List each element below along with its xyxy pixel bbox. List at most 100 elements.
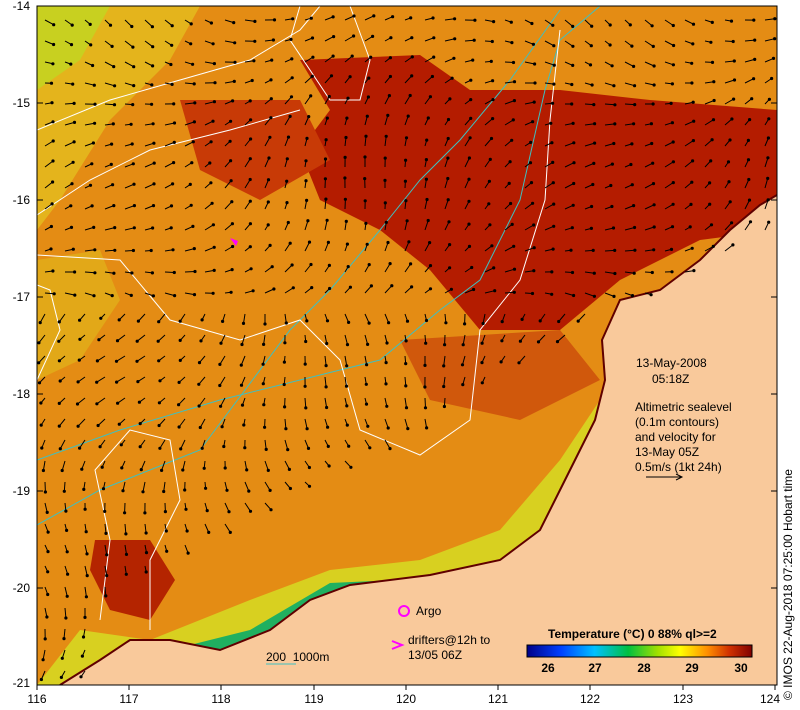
velocity-arrow bbox=[364, 15, 375, 21]
velocity-arrow-head bbox=[345, 116, 349, 120]
velocity-arrow bbox=[224, 40, 235, 44]
velocity-arrow-head bbox=[52, 23, 56, 27]
velocity-arrow-head bbox=[92, 83, 96, 87]
velocity-arrow-head bbox=[767, 220, 771, 224]
velocity-arrow-head bbox=[252, 59, 256, 63]
velocity-arrow-head bbox=[190, 161, 194, 165]
velocity-arrow bbox=[604, 123, 615, 126]
velocity-arrow-head bbox=[730, 117, 734, 121]
velocity-arrow bbox=[144, 19, 153, 28]
velocity-arrow-head bbox=[530, 21, 534, 26]
velocity-arrow bbox=[124, 61, 134, 68]
velocity-arrow-head bbox=[331, 15, 335, 19]
velocity-arrow-head bbox=[119, 443, 123, 447]
velocity-arrow-head bbox=[388, 56, 392, 60]
velocity-arrow bbox=[184, 121, 195, 126]
velocity-arrow-head bbox=[467, 177, 471, 181]
velocity-arrow bbox=[138, 313, 146, 322]
velocity-arrow-head bbox=[557, 319, 561, 324]
velocity-arrow-head bbox=[347, 444, 351, 448]
velocity-arrow-head bbox=[364, 382, 368, 386]
velocity-arrow-head bbox=[212, 268, 216, 272]
velocity-arrow-head bbox=[177, 380, 181, 384]
velocity-arrow-head bbox=[132, 84, 136, 88]
sealevel-note-line: 13-May 05Z bbox=[635, 445, 700, 459]
velocity-arrow bbox=[704, 100, 715, 105]
velocity-arrow-head bbox=[304, 179, 308, 183]
velocity-arrow-head bbox=[172, 140, 176, 144]
velocity-arrow-head bbox=[73, 270, 77, 274]
velocity-arrow bbox=[444, 38, 455, 42]
velocity-arrow-head bbox=[239, 363, 243, 367]
velocity-arrow-head bbox=[670, 82, 675, 86]
velocity-arrow-head bbox=[306, 446, 311, 450]
velocity-arrow bbox=[384, 285, 393, 294]
velocity-arrow-head bbox=[112, 103, 117, 107]
velocity-arrow-head bbox=[364, 221, 368, 225]
velocity-arrow-head bbox=[424, 177, 428, 181]
velocity-arrow-head bbox=[770, 76, 774, 81]
velocity-arrow-head bbox=[210, 201, 214, 205]
velocity-arrow bbox=[59, 439, 66, 449]
velocity-arrow bbox=[484, 290, 495, 294]
velocity-arrow-head bbox=[569, 248, 573, 252]
time-label: 05:18Z bbox=[652, 372, 690, 386]
velocity-arrow-head bbox=[192, 247, 196, 251]
velocity-arrow-head bbox=[442, 404, 446, 409]
velocity-arrow-head bbox=[750, 97, 754, 101]
velocity-arrow-head bbox=[191, 62, 195, 66]
velocity-arrow-head bbox=[467, 222, 471, 226]
velocity-arrow-head bbox=[652, 203, 656, 207]
velocity-arrow-head bbox=[672, 43, 676, 48]
velocity-arrow bbox=[424, 397, 426, 408]
velocity-arrow-head bbox=[389, 36, 393, 40]
velocity-arrow bbox=[324, 220, 328, 231]
velocity-arrow-head bbox=[592, 294, 597, 298]
velocity-arrow-head bbox=[41, 468, 46, 473]
velocity-arrow bbox=[104, 249, 115, 252]
velocity-arrow-head bbox=[183, 488, 187, 492]
velocity-arrow-head bbox=[365, 114, 369, 118]
velocity-arrow-head bbox=[230, 222, 234, 226]
velocity-arrow-head bbox=[116, 401, 120, 405]
velocity-arrow-head bbox=[79, 675, 83, 679]
velocity-arrow-head bbox=[372, 14, 376, 18]
cool-water-area bbox=[37, 6, 200, 230]
velocity-arrow-head bbox=[112, 271, 116, 275]
velocity-arrow-head bbox=[189, 42, 193, 46]
velocity-arrow-head bbox=[460, 363, 465, 367]
velocity-arrow-head bbox=[649, 293, 653, 297]
velocity-arrow-head bbox=[229, 290, 233, 294]
velocity-arrow-head bbox=[288, 114, 292, 118]
velocity-arrow-head bbox=[46, 550, 50, 554]
velocity-arrow-head bbox=[248, 509, 253, 513]
velocity-arrow-head bbox=[651, 182, 656, 186]
colorbar-tick: 29 bbox=[685, 661, 699, 675]
velocity-arrow-head bbox=[65, 594, 69, 598]
velocity-arrow-head bbox=[576, 319, 580, 323]
velocity-arrow-head bbox=[71, 247, 75, 251]
velocity-arrow-head bbox=[177, 403, 181, 407]
velocity-arrow-head bbox=[383, 201, 387, 205]
velocity-arrow-head bbox=[442, 384, 446, 389]
velocity-arrow-head bbox=[171, 182, 175, 186]
cool-water-area bbox=[37, 250, 120, 380]
velocity-arrow-head bbox=[689, 202, 693, 206]
drifter-marker bbox=[230, 238, 238, 246]
velocity-arrow-head bbox=[199, 339, 203, 343]
velocity-arrow bbox=[524, 61, 535, 65]
velocity-arrow bbox=[464, 137, 471, 147]
velocity-arrow-head bbox=[62, 637, 66, 641]
velocity-arrow-head bbox=[248, 199, 252, 203]
velocity-arrow bbox=[584, 142, 595, 147]
velocity-arrow-head bbox=[446, 117, 451, 122]
velocity-arrow-head bbox=[632, 271, 636, 275]
velocity-arrow-head bbox=[492, 20, 496, 24]
velocity-arrow-head bbox=[530, 291, 535, 296]
velocity-arrow bbox=[116, 355, 126, 362]
velocity-arrow-head bbox=[651, 102, 655, 106]
velocity-arrow-head bbox=[284, 321, 288, 325]
velocity-arrow-head bbox=[385, 341, 389, 345]
velocity-arrow-head bbox=[500, 320, 504, 324]
velocity-arrow bbox=[44, 181, 53, 189]
